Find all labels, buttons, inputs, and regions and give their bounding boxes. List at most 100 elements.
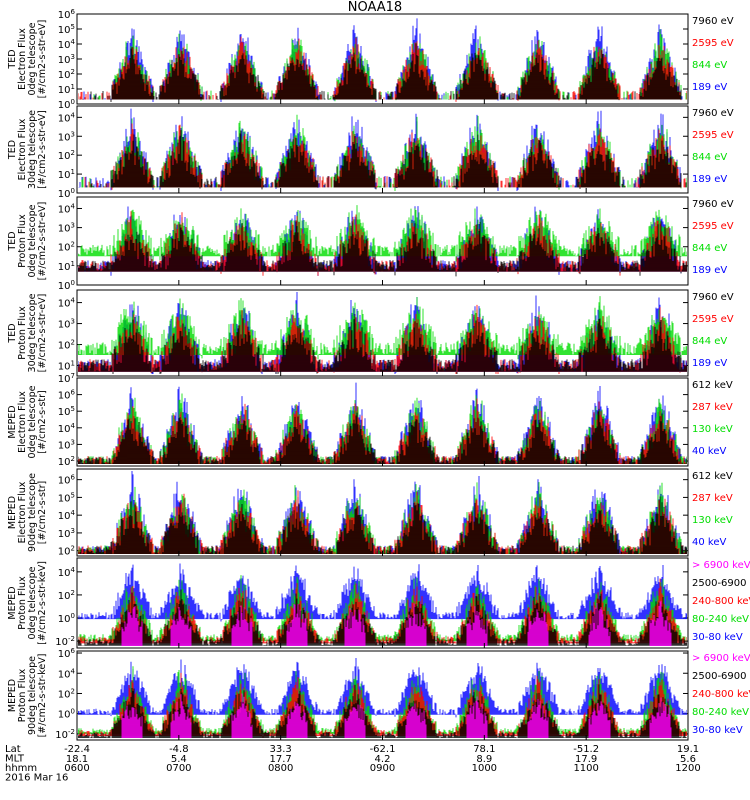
- legend-entry: 7960 eV: [692, 292, 734, 303]
- legend-entry: 2595 eV: [692, 221, 734, 232]
- y-tick-label: 102: [58, 339, 75, 352]
- y-axis-title-line: 0deg telescope: [27, 204, 38, 277]
- panel-ted-electron-30deg: 100 101 102 103 104 TED Electron Flux 30deg tel…: [7, 105, 734, 200]
- y-tick-label: 102: [58, 241, 75, 254]
- legend-entry: 189 eV: [692, 82, 727, 93]
- x-tick-label-hhmm: 0700: [166, 763, 191, 774]
- y-axis-title-line: [#/cm2-s-str-eV]: [37, 202, 48, 281]
- legend-entry: 30-80 keV: [692, 725, 743, 736]
- y-tick-label: 102: [58, 455, 75, 468]
- y-tick-label: 100: [58, 187, 75, 200]
- legend-entry: 189 eV: [692, 265, 727, 276]
- y-axis-title-line: Proton Flux: [17, 576, 28, 630]
- x-tick-label-hhmm: 1100: [573, 763, 598, 774]
- y-tick-label: 102: [58, 589, 75, 602]
- y-tick-label: 104: [58, 297, 76, 310]
- y-axis-title-line: 0deg telescope: [27, 385, 38, 458]
- y-tick-label: 106: [58, 389, 76, 402]
- x-tick-label-mlt: 17.7: [270, 754, 292, 765]
- legend-entry: 287 keV: [692, 402, 733, 413]
- flux-series-black: [86, 130, 687, 190]
- y-tick-label: 103: [58, 438, 75, 451]
- legend-entry: 844 eV: [692, 243, 727, 254]
- legend-entry: 612 keV: [692, 380, 733, 391]
- y-tick-label: 102: [58, 687, 75, 700]
- y-axis-title-line: MEPED: [7, 586, 18, 619]
- x-tick-label-hhmm: 1200: [675, 763, 700, 774]
- y-axis-title-line: 30deg telescope: [27, 293, 38, 372]
- y-tick-label: 104: [58, 509, 76, 522]
- chart-title: NOAA18: [347, 0, 403, 15]
- y-tick-label: 100: [58, 279, 75, 292]
- y-tick-label: 101: [58, 83, 75, 96]
- legend-entry: 7960 eV: [692, 16, 734, 27]
- x-tick-label-mlt: 4.2: [375, 754, 391, 765]
- y-tick-label: 104: [58, 38, 76, 51]
- x-tick-label-mlt: 17.9: [575, 754, 597, 765]
- y-tick-label: 10-2: [55, 728, 75, 741]
- x-tick-label-lat: -62.1: [370, 744, 396, 755]
- y-tick-label: 102: [58, 149, 75, 162]
- legend-entry: 612 keV: [692, 471, 733, 482]
- y-tick-label: 103: [58, 53, 75, 66]
- x-tick-label-lat: -4.8: [169, 744, 189, 755]
- legend-entry: 7960 eV: [692, 108, 734, 119]
- x-tick-label-mlt: 8.9: [476, 754, 492, 765]
- y-tick-label: 104: [58, 422, 76, 435]
- y-tick-label: 100: [58, 708, 75, 721]
- y-tick-label: 100: [58, 98, 75, 111]
- x-axis-row-label: 2016 Mar 16: [5, 773, 68, 784]
- legend-entry: 189 eV: [692, 174, 727, 185]
- y-tick-label: 102: [58, 68, 75, 81]
- y-axis-title-line: 0deg telescope: [27, 22, 38, 95]
- legend-entry: 240-800 keV: [692, 689, 750, 700]
- legend-entry: 2595 eV: [692, 314, 734, 325]
- y-axis-title-line: [#/cm2-s-str-eV]: [37, 110, 48, 189]
- y-tick-label: 104: [58, 111, 76, 124]
- legend-entry: 2595 eV: [692, 38, 734, 49]
- y-axis-title-line: [#/cm2-s-str-keV]: [37, 654, 48, 738]
- y-tick-label: 106: [58, 8, 76, 21]
- panel-meped-electron-90deg: 102 103 104 105 106 MEPED Electron Flux 90deg t…: [7, 468, 733, 558]
- y-axis-title-line: TED: [7, 49, 18, 69]
- legend-entry: 2595 eV: [692, 130, 734, 141]
- y-tick-label: 107: [58, 372, 75, 385]
- legend-entry: 130 keV: [692, 515, 733, 526]
- y-tick-label: 103: [58, 130, 75, 143]
- y-tick-label: 105: [58, 491, 75, 504]
- y-axis-title-line: Electron Flux: [17, 481, 28, 543]
- flux-traces: [78, 205, 687, 277]
- x-axis-row-label: MLT: [5, 754, 25, 765]
- y-tick-label: 101: [58, 360, 75, 373]
- y-tick-label: 104: [58, 202, 76, 215]
- y-axis-title-line: [#/cm2-s-str-eV]: [37, 294, 48, 373]
- x-tick-label-lat: -22.4: [64, 744, 90, 755]
- legend-entry: 844 eV: [692, 60, 727, 71]
- y-axis-title-line: 90deg telescope: [27, 473, 38, 552]
- legend-entry: 30-80 keV: [692, 632, 743, 643]
- y-tick-label: 101: [58, 168, 75, 181]
- y-axis-title-line: 30deg telescope: [27, 110, 38, 189]
- y-axis-title-line: TED: [7, 231, 18, 251]
- y-axis-title-line: Proton Flux: [17, 306, 28, 360]
- y-tick-label: 10-2: [55, 635, 75, 648]
- flux-traces: [78, 292, 687, 374]
- y-axis-title-line: Proton Flux: [17, 668, 28, 722]
- x-tick-label-lat: 19.1: [677, 744, 699, 755]
- flux-series-black: [78, 409, 687, 464]
- x-tick-label-hhmm: 0600: [64, 763, 89, 774]
- x-axis-row-label: hhmm: [5, 763, 37, 774]
- legend-entry: 844 eV: [692, 152, 727, 163]
- panel-ted-proton-0deg: 100 101 102 103 104 TED Proton Flux 0deg telesc…: [7, 196, 734, 292]
- legend-entry: 80-240 keV: [692, 707, 749, 718]
- panel-meped-proton-90deg: 10-2 100 102 104 106 MEPED Proton Flux 90deg te…: [7, 647, 750, 741]
- x-tick-label-hhmm: 0900: [370, 763, 395, 774]
- y-tick-label: 105: [58, 23, 75, 36]
- legend-entry: 7960 eV: [692, 199, 734, 210]
- x-tick-label-mlt: 5.6: [680, 754, 696, 765]
- flux-series-black: [78, 221, 687, 277]
- y-axis-title-line: Electron Flux: [17, 28, 28, 90]
- legend-entry: 40 keV: [692, 537, 726, 548]
- flux-traces: [78, 108, 687, 191]
